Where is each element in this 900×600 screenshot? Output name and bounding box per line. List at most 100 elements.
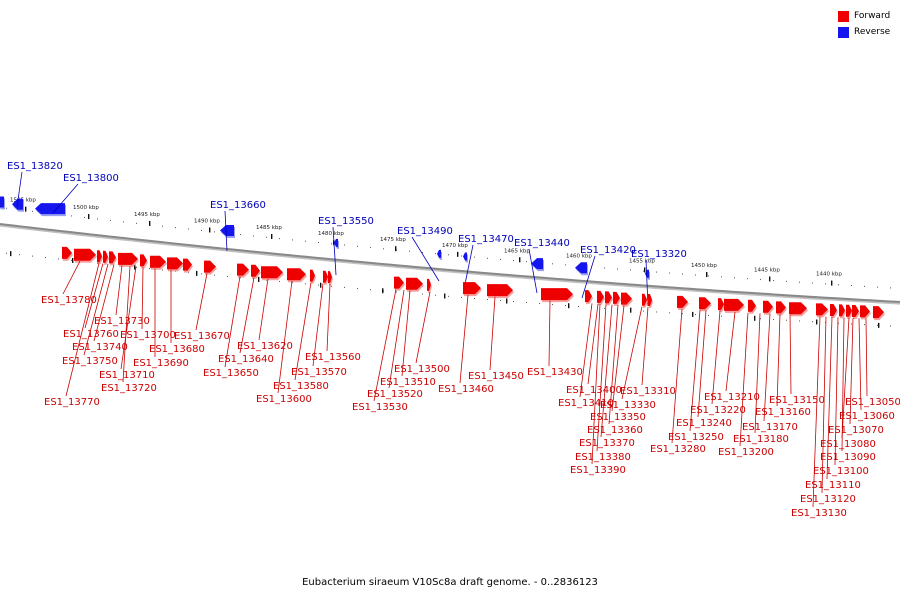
scale-tick-label: 1450 kbp xyxy=(691,263,717,269)
forward-leader xyxy=(326,284,331,352)
forward-gene-label: ES1_13060 xyxy=(839,411,895,422)
scale-dot xyxy=(357,245,358,247)
forward-leader xyxy=(821,316,827,494)
gene-arrow xyxy=(167,257,184,272)
scale-dot xyxy=(175,227,176,229)
scale-dot xyxy=(656,271,657,273)
reverse-gene-label: ES1_13490 xyxy=(397,226,453,237)
reverse-gene-label: ES1_13320 xyxy=(631,249,687,260)
gene-arrow xyxy=(183,258,193,273)
forward-leader xyxy=(725,311,736,392)
scale-dot xyxy=(422,251,423,253)
forward-gene-label: ES1_13130 xyxy=(791,508,847,519)
scale-dot xyxy=(344,244,345,246)
forward-leader xyxy=(849,317,854,425)
forward-leader xyxy=(596,304,607,452)
scale-tick xyxy=(25,206,27,212)
scale-dot xyxy=(786,319,787,321)
forward-gene-label: ES1_13210 xyxy=(704,392,760,403)
scale-tick xyxy=(878,322,880,328)
scale-dot xyxy=(682,313,683,315)
genome-backbone xyxy=(0,223,900,303)
scale-tick-label: 1470 kbp xyxy=(442,243,468,249)
scale-dot xyxy=(305,240,306,242)
gene-arrow xyxy=(103,250,109,265)
scale-dot xyxy=(669,272,670,274)
scale-dot xyxy=(513,301,514,303)
scale-dot xyxy=(162,269,163,271)
scale-dot xyxy=(84,216,85,218)
scale-dot xyxy=(188,228,189,230)
gene-arrow xyxy=(718,298,725,313)
gene-arrow xyxy=(150,255,167,270)
forward-leader xyxy=(195,273,208,331)
gene-arrow xyxy=(776,301,787,316)
scale-dot xyxy=(851,285,852,287)
gene-arrow xyxy=(816,303,829,318)
scale-dot xyxy=(71,215,72,217)
scale-dot xyxy=(396,291,397,293)
scale-dot xyxy=(370,289,371,291)
forward-gene-label: ES1_13520 xyxy=(367,389,423,400)
forward-gene-label: ES1_13100 xyxy=(813,466,869,477)
map-caption: Eubacterium siraeum V10Sc8a draft genome… xyxy=(302,577,598,588)
scale-dot xyxy=(97,218,98,220)
scale-dot xyxy=(292,282,293,284)
scale-dot xyxy=(708,275,709,277)
gene-arrow xyxy=(605,291,613,306)
forward-gene-label: ES1_13720 xyxy=(101,383,157,394)
forward-gene-label: ES1_13600 xyxy=(256,394,312,405)
scale-tick xyxy=(444,293,446,299)
scale-dot xyxy=(721,315,722,317)
scale-dot xyxy=(643,310,644,312)
reverse-leader xyxy=(224,210,228,252)
forward-gene-label: ES1_13200 xyxy=(718,447,774,458)
forward-gene-label: ES1_13110 xyxy=(805,480,861,491)
scale-tick-label: 1480 kbp xyxy=(318,231,344,237)
legend-forward-label: Forward xyxy=(854,11,891,21)
forward-leader xyxy=(611,305,625,412)
reverse-swatch xyxy=(838,26,849,38)
scale-dot xyxy=(695,314,696,316)
scale-tick xyxy=(258,276,260,282)
scale-dot xyxy=(435,294,436,296)
forward-leader xyxy=(763,313,771,422)
forward-labels: ES1_13780 ES1_13770 ES1_13760 ES1_13750 ES1_… xyxy=(41,261,900,519)
scale-dot xyxy=(565,264,566,266)
forward-leader xyxy=(141,267,144,330)
gene-arrow xyxy=(204,260,217,275)
scale-tick xyxy=(149,220,151,226)
gene-arrow xyxy=(406,277,424,292)
forward-leader xyxy=(122,266,131,383)
scale-dot xyxy=(617,268,618,270)
forward-gene-label: ES1_13250 xyxy=(668,432,724,443)
scale-dot xyxy=(162,225,163,227)
forward-gene-label: ES1_13750 xyxy=(62,356,118,367)
scale-tick-label: 1500 kbp xyxy=(73,205,99,211)
reverse-gene-label: ES1_13820 xyxy=(7,161,63,172)
forward-gene-label: ES1_13170 xyxy=(742,422,798,433)
gene-arrow xyxy=(621,292,633,307)
gene-arrow xyxy=(846,304,853,319)
gene-arrow xyxy=(118,252,139,267)
reverse-gene-label: ES1_13440 xyxy=(514,238,570,249)
forward-leader xyxy=(62,261,81,295)
gene-arrow xyxy=(873,306,885,321)
gene-arrow xyxy=(648,294,653,308)
forward-leader xyxy=(373,289,397,402)
reverse-gene-label: ES1_13420 xyxy=(580,245,636,256)
gene-arrow xyxy=(748,299,757,314)
forward-leader xyxy=(834,317,839,466)
scale-tick xyxy=(692,311,694,317)
scale-tick xyxy=(209,227,211,233)
forward-swatch xyxy=(838,10,849,22)
forward-gene-label: ES1_13560 xyxy=(305,352,361,363)
scale-dot xyxy=(799,320,800,322)
gene-arrow xyxy=(97,250,103,265)
scale-dot xyxy=(318,242,319,244)
scale-tick xyxy=(10,251,12,257)
gene-arrow xyxy=(531,258,544,272)
scale-tick-label: 1455 kbp xyxy=(629,258,655,264)
scale-dot xyxy=(292,239,293,241)
scale-dot xyxy=(32,210,33,212)
